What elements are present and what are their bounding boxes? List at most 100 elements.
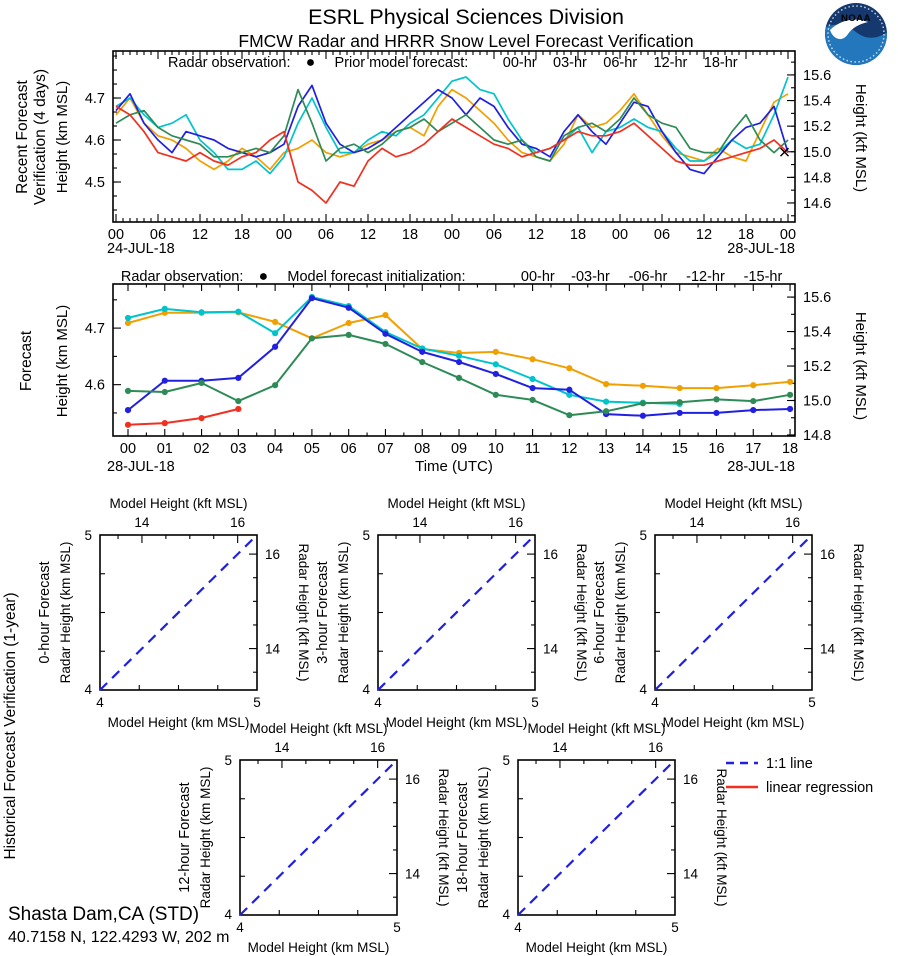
chart2-series-marker--03-hr (198, 309, 205, 316)
panel-left-axis-label: Radar Height (km MSL) (198, 767, 213, 909)
chart1-y-tick-label-kft: 15.6 (803, 68, 831, 84)
panel-right-tick-label: 14 (543, 642, 559, 657)
chart2-series-marker--12-hr (566, 412, 573, 419)
legend-item-label: 12-hr (654, 55, 688, 71)
panel-right-axis-label: Radar Height (kft MSL) (574, 543, 589, 681)
chart2-series-marker--12-hr (419, 358, 426, 366)
panel-left-tick-label: 4 (502, 907, 510, 922)
panel-right-tick-label: 16 (820, 547, 835, 562)
panel-bottom-tick-label: 5 (531, 695, 539, 710)
chart1-y-tick-label-kft: 15.0 (803, 145, 831, 161)
chart2-series-marker--12-hr (124, 387, 132, 394)
panel-left-axis-label: Radar Height (km MSL) (613, 542, 628, 684)
chart2-series-marker-00-hr (529, 356, 536, 363)
noaa-logo-label: NOAA (841, 13, 871, 24)
chart2-frame (112, 283, 796, 437)
chart2-series-marker--12-hr (198, 379, 205, 387)
panel-right-tick-label: 14 (405, 867, 421, 882)
chart1-x-tick-label: 18 (234, 227, 250, 243)
panel-top-axis-label: Model Height (kft MSL) (664, 496, 802, 511)
legend-item-label: -06-hr (629, 269, 668, 285)
chart2-series-marker-00-hr (676, 384, 683, 392)
page-subtitle: FMCW Radar and HRRR Snow Level Forecast … (238, 31, 693, 51)
panel-left-axis-label: Radar Height (km MSL) (336, 542, 351, 684)
chart2-series-marker--03-hr (529, 375, 536, 383)
chart1-side-title-line2: Verification (4 days) (32, 69, 49, 205)
chart2-series-marker-00-hr (786, 378, 794, 385)
chart2-x-tick-label: 03 (230, 441, 246, 457)
chart1-y-tick-label-km: 4.6 (85, 133, 105, 149)
noaa-logo: NOAA (825, 3, 887, 65)
footer-station: Shasta Dam,CA (STD) (8, 904, 199, 925)
panel-bottom-tick-label: 5 (808, 695, 816, 710)
chart1-y-axis-label-right: Height (kft MSL) (852, 84, 869, 192)
panel-top-tick-label: 16 (230, 515, 245, 530)
chart2-y-tick-label-kft: 15.2 (803, 359, 831, 375)
chart1-x-tick-label: 06 (150, 227, 166, 243)
chart2-series-marker--06-hr (713, 409, 720, 417)
panel-bottom-tick-label: 4 (236, 920, 244, 935)
panel-right-tick-label: 16 (265, 547, 280, 562)
legend-item-label: Prior model forecast: (335, 55, 469, 71)
panel-top-tick-label: 14 (274, 740, 290, 755)
panel-right-tick-label: 16 (543, 547, 558, 562)
chart2-series-marker--03-hr (492, 361, 499, 368)
chart2-series-marker-00-hr (492, 348, 499, 355)
panel-bottom-tick-label: 4 (374, 695, 382, 710)
one-to-one-line (654, 534, 813, 691)
one-to-one-line (377, 534, 536, 691)
page-title: ESRL Physical Sciences Division (308, 5, 624, 29)
chart2-x-tick-label: 17 (745, 441, 761, 457)
chart1-series-line-06-hr (115, 84, 789, 175)
chart2-series-marker-00-hr (124, 319, 132, 327)
chart2-series-marker--12-hr (345, 331, 352, 338)
chart1-x-tick-label: 18 (570, 227, 586, 243)
panel-top-tick-label: 14 (552, 740, 568, 755)
chart2-x-tick-label: 13 (598, 441, 614, 457)
panel-top-axis-label: Model Height (kft MSL) (527, 721, 665, 736)
chart2-series-marker--12-hr (639, 400, 647, 407)
chart1-x-tick-label: 12 (696, 227, 712, 243)
chart2-series-marker--06-hr (419, 348, 426, 355)
panel-top-tick-label: 14 (134, 515, 150, 530)
chart2-x-tick-label: 11 (525, 441, 540, 457)
chart2-series-marker--06-hr (124, 407, 132, 414)
legend-item-label: -15-hr (744, 269, 783, 285)
panel-left-axis-label: Radar Height (km MSL) (58, 542, 73, 684)
chart2-series-marker--15-hr (235, 405, 242, 413)
chart2-series-marker--06-hr (455, 358, 463, 366)
chart2-series-marker--06-hr (492, 370, 499, 378)
chart2-series-marker-00-hr (272, 318, 279, 325)
chart2-series-marker-00-hr (603, 381, 610, 388)
panel-left-tick-label: 4 (84, 682, 92, 697)
chart2-series-line--03-hr (127, 296, 680, 405)
chart2-y-tick-label-kft: 15.4 (803, 325, 831, 341)
panel-left-tick-label: 4 (362, 682, 370, 697)
panel-title: 12-hour Forecast (177, 782, 193, 892)
chart1-y-tick-label-kft: 15.2 (803, 119, 831, 135)
generated-plot-layer: 00 06 12 18 00 06 12 18 00 06 12 18 00 06 12 18 00 4.5 4.6… (37, 50, 866, 955)
chart2-series-marker--06-hr (308, 295, 315, 302)
chart2-series-marker--12-hr (529, 396, 536, 404)
chart1-x-tick-label: 00 (612, 227, 628, 243)
chart2-series-marker--06-hr (529, 384, 536, 392)
legend-item-label: 00-hr (503, 55, 537, 71)
legend-item-label: Radar observation: (168, 55, 291, 71)
chart2-series-marker-00-hr (750, 382, 757, 389)
panel-right-tick-label: 14 (683, 867, 699, 882)
radar-observation-dot (259, 273, 267, 280)
chart2-series-line--15-hr (127, 408, 239, 426)
panel-right-tick-label: 14 (265, 642, 281, 657)
chart2-series-marker--12-hr (713, 396, 720, 403)
legend-item-label: 18-hr (704, 55, 738, 71)
panel-title: 6-hour Forecast (592, 561, 608, 663)
one-to-one-line (239, 759, 398, 916)
chart2-series-marker--03-hr (272, 330, 279, 337)
panel-title: 0-hour Forecast (37, 561, 53, 663)
chart1-y-tick-label-km: 4.7 (85, 91, 105, 107)
chart2-series-marker--06-hr (345, 304, 352, 311)
one-to-one-line (99, 534, 258, 691)
panel-top-axis-label: Model Height (kft MSL) (249, 721, 387, 736)
panel-top-tick-label: 16 (508, 515, 523, 530)
